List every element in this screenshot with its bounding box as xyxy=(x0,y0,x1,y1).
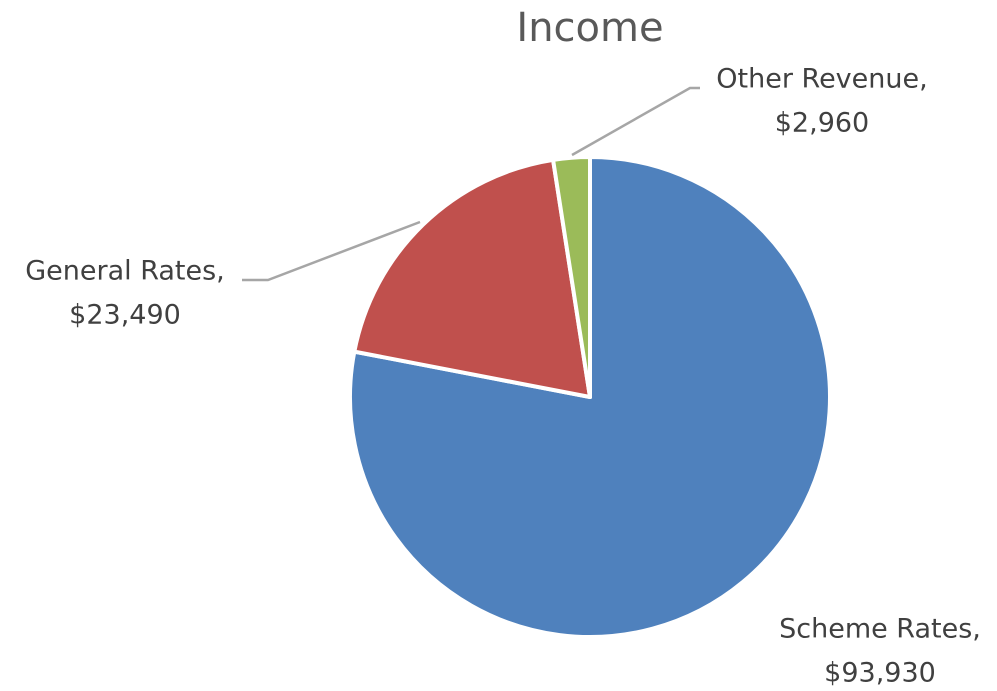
slice-label: Scheme Rates, xyxy=(779,614,981,645)
value-label: $23,490 xyxy=(69,300,181,331)
pie-slice xyxy=(352,157,592,399)
value-label: $2,960 xyxy=(775,108,869,139)
leader-line xyxy=(242,220,421,282)
leader-line xyxy=(571,86,700,157)
slice-label: General Rates, xyxy=(25,256,225,287)
pie-slice xyxy=(551,155,592,399)
chart-title: Income xyxy=(516,5,663,51)
value-label: $93,930 xyxy=(824,658,936,689)
slice-label: Other Revenue, xyxy=(716,64,927,95)
